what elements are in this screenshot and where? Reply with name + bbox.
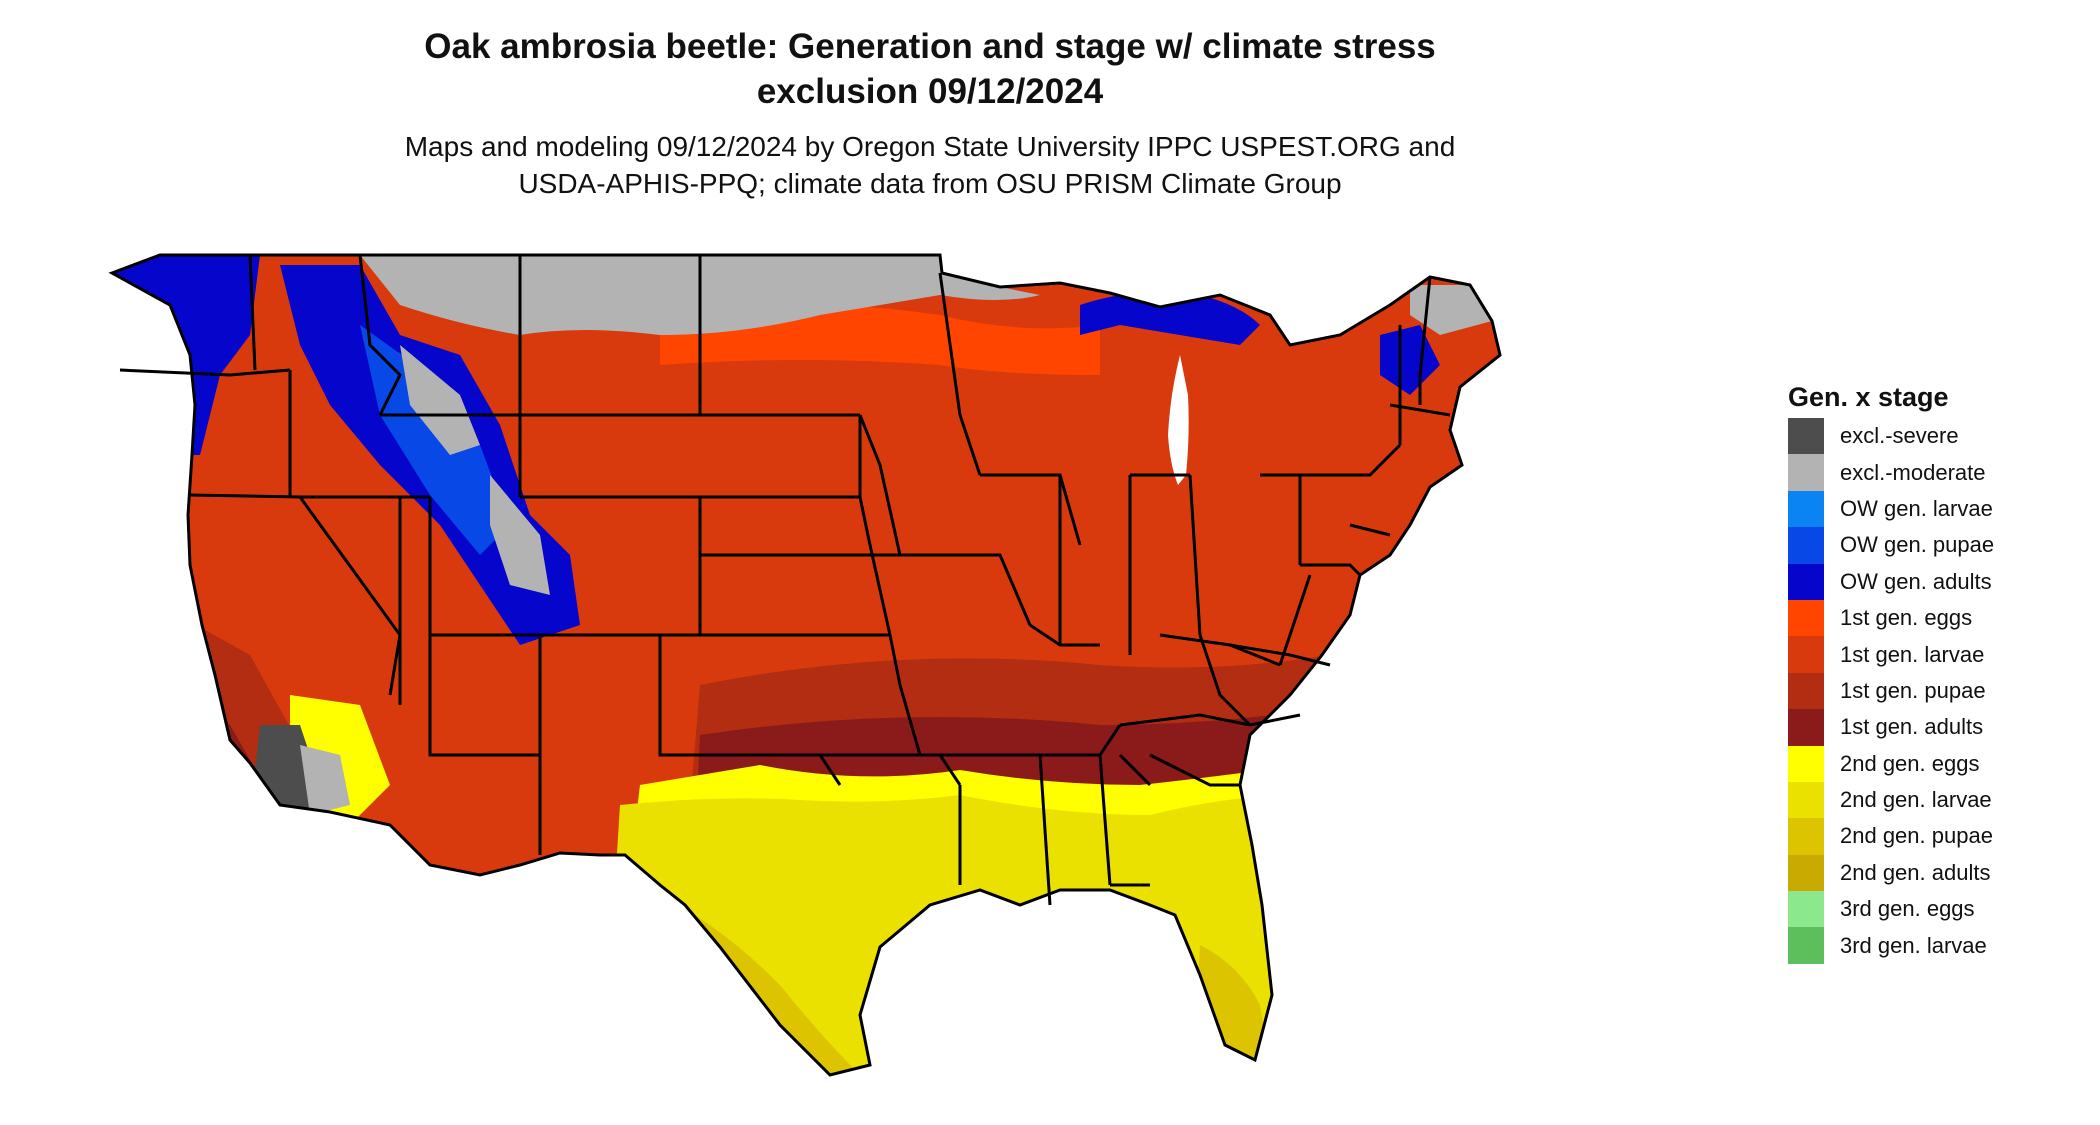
legend-item: 3rd gen. larvae [1788,927,2088,964]
legend-label: 2nd gen. larvae [1840,787,1992,813]
legend-swatch [1788,745,1824,782]
legend-label: 1st gen. eggs [1840,605,1973,631]
legend-label: excl.-moderate [1840,459,1986,485]
zone-ow-adults-great-lakes [1080,291,1260,345]
legend-item: OW gen. adults [1788,563,2088,600]
legend-swatch [1788,490,1824,528]
zone-excl-moderate-maine [1410,285,1492,335]
zone-ow-adults-new-england [1380,325,1440,395]
legend-swatch [1788,563,1824,600]
legend-item: 3rd gen. eggs [1788,891,2088,928]
legend-swatch [1788,672,1824,710]
legend-item: 1st gen. pupae [1788,672,2088,710]
us-map [100,225,1680,1125]
lake-michigan [1168,355,1189,485]
legend-item: excl.-severe [1788,418,2088,455]
zone-excl-moderate-rockies [400,345,550,595]
legend-item: OW gen. pupae [1788,527,2088,564]
legend-swatch [1788,454,1824,491]
legend-swatch [1788,927,1824,964]
legend-item: excl.-moderate [1788,454,2088,491]
zone-3rd-gen-larvae [1230,1075,1272,1105]
legend-label: excl.-severe [1840,423,1959,449]
legend-item: 2nd gen. pupae [1788,818,2088,855]
legend-label: 3rd gen. eggs [1840,896,1975,922]
map-subtitle-line-2: USDA-APHIS-PPQ; climate data from OSU PR… [518,168,1342,199]
map-subtitle: Maps and modeling 09/12/2024 by Oregon S… [0,128,1860,202]
map-title-line-1: Oak ambrosia beetle: Generation and stag… [424,27,1436,66]
map-title-line-2: exclusion 09/12/2024 [756,72,1104,111]
legend-swatch [1788,709,1824,746]
legend-item: 1st gen. larvae [1788,636,2088,673]
legend-item: 2nd gen. eggs [1788,745,2088,782]
legend-label: 1st gen. adults [1840,714,1984,740]
legend-item: 1st gen. adults [1788,709,2088,746]
legend-swatch [1788,599,1824,637]
legend-swatch [1788,781,1824,819]
legend-items: excl.-severe excl.-moderate OW gen. larvae… [1788,418,2088,964]
zone-excl-moderate-sw [300,745,350,815]
legend-swatch [1788,527,1824,564]
map-title: Oak ambrosia beetle: Generation and stag… [0,24,1860,114]
legend-label: OW gen. larvae [1840,495,1993,521]
legend-swatch [1788,854,1824,892]
legend-swatch [1788,891,1824,928]
legend-label: 2nd gen. pupae [1840,823,1993,849]
legend-label: 1st gen. pupae [1840,677,1986,703]
zone-2nd-gen-pupae-florida [1190,945,1280,1075]
legend-item: 1st gen. eggs [1788,599,2088,637]
legend-swatch [1788,818,1824,855]
us-map-svg [108,253,1502,1105]
legend-label: OW gen. adults [1840,568,1992,594]
legend-item: 2nd gen. adults [1788,854,2088,892]
legend: Gen. x stage excl.-severe excl.-moderate O… [1788,380,2088,964]
legend-label: OW gen. pupae [1840,532,1995,558]
legend-item: OW gen. larvae [1788,490,2088,528]
legend-label: 2nd gen. eggs [1840,750,1980,776]
map-subtitle-line-1: Maps and modeling 09/12/2024 by Oregon S… [404,131,1456,162]
state-boundaries [108,253,1502,1077]
legend-title: Gen. x stage [1788,382,1949,412]
legend-swatch [1788,636,1824,673]
legend-label: 3rd gen. larvae [1840,932,1987,958]
legend-swatch [1788,418,1824,455]
legend-label: 1st gen. larvae [1840,641,1985,667]
legend-label: 2nd gen. adults [1840,859,1991,885]
legend-item: 2nd gen. larvae [1788,781,2088,819]
